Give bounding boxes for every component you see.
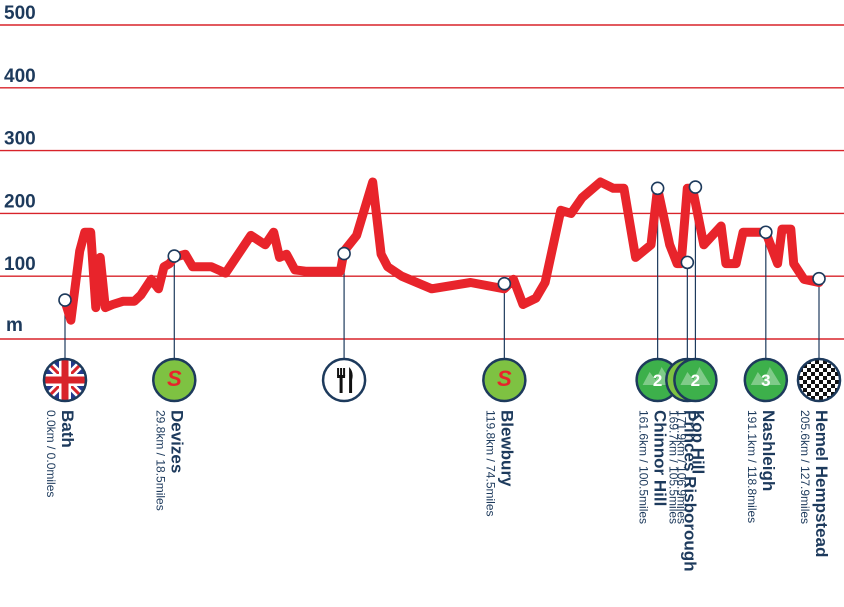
elevation-line (60, 177, 824, 325)
climb-2-icon: 2 (673, 357, 718, 403)
point-distance-label: 169.7km / 105.5miles (666, 410, 680, 524)
point-icons: SS2S23 (42, 357, 842, 403)
badge-label: S (497, 366, 512, 391)
y-tick-label-300: 300 (4, 129, 36, 150)
y-tick-label-200: 200 (4, 191, 36, 212)
point-marker (680, 255, 695, 270)
point-name-label: Hemel Hempstead (812, 410, 831, 557)
point-name-label: Blewbury (497, 410, 516, 487)
point-distance-label: 161.6km / 100.5miles (637, 410, 651, 524)
finish-flag-icon (796, 357, 842, 403)
point-distance-label: 205.6km / 127.9miles (798, 410, 812, 524)
point-distance-label: 29.8km / 18.5miles (153, 410, 167, 511)
y-tick-label-500: 500 (4, 3, 36, 24)
y-tick-label-400: 400 (4, 66, 36, 87)
point-name-label: Princes Risborough (680, 410, 699, 572)
point-name-label: Kop Hill (688, 410, 707, 474)
point-marker (167, 249, 182, 263)
point-marker (812, 271, 826, 286)
point-markers (58, 180, 826, 307)
sprint-icon: S (152, 357, 197, 403)
badge-label: 3 (761, 371, 770, 390)
point-leaders (64, 187, 820, 358)
point-marker (688, 180, 703, 194)
y-unit-label: m (6, 315, 23, 336)
point-distance-label: 119.8km / 74.5miles (483, 410, 497, 517)
badge-label: S (167, 366, 182, 391)
y-tick-label-100: 100 (4, 254, 36, 275)
uk-flag-icon (42, 357, 88, 403)
badge-label: 2 (691, 371, 700, 390)
point-name-label: Devizes (167, 410, 186, 473)
badge-label: 2 (653, 371, 662, 390)
elevation-series (60, 177, 824, 325)
sprint-icon: S (482, 357, 527, 403)
point-marker (497, 276, 512, 291)
point-name-label: Chinnor Hill (651, 410, 670, 506)
climb-3-icon: 3 (743, 357, 789, 403)
point-distance-label: 0.0km / 0.0miles (44, 410, 58, 497)
y-axis: 500 400 300 200 100 m (4, 3, 36, 336)
point-name-label: Nashleigh (759, 410, 778, 491)
point-distance-label: 191.1km / 118.8miles (745, 410, 759, 523)
point-marker (759, 225, 773, 240)
point-name-label: Bath (58, 410, 77, 448)
point-marker (58, 293, 72, 307)
point-marker (337, 246, 351, 261)
feed-zone-icon (321, 357, 367, 403)
gridlines (0, 24, 844, 340)
point-marker (650, 181, 665, 196)
point-distance-label: 171.9km / 106.9miles (674, 410, 688, 524)
